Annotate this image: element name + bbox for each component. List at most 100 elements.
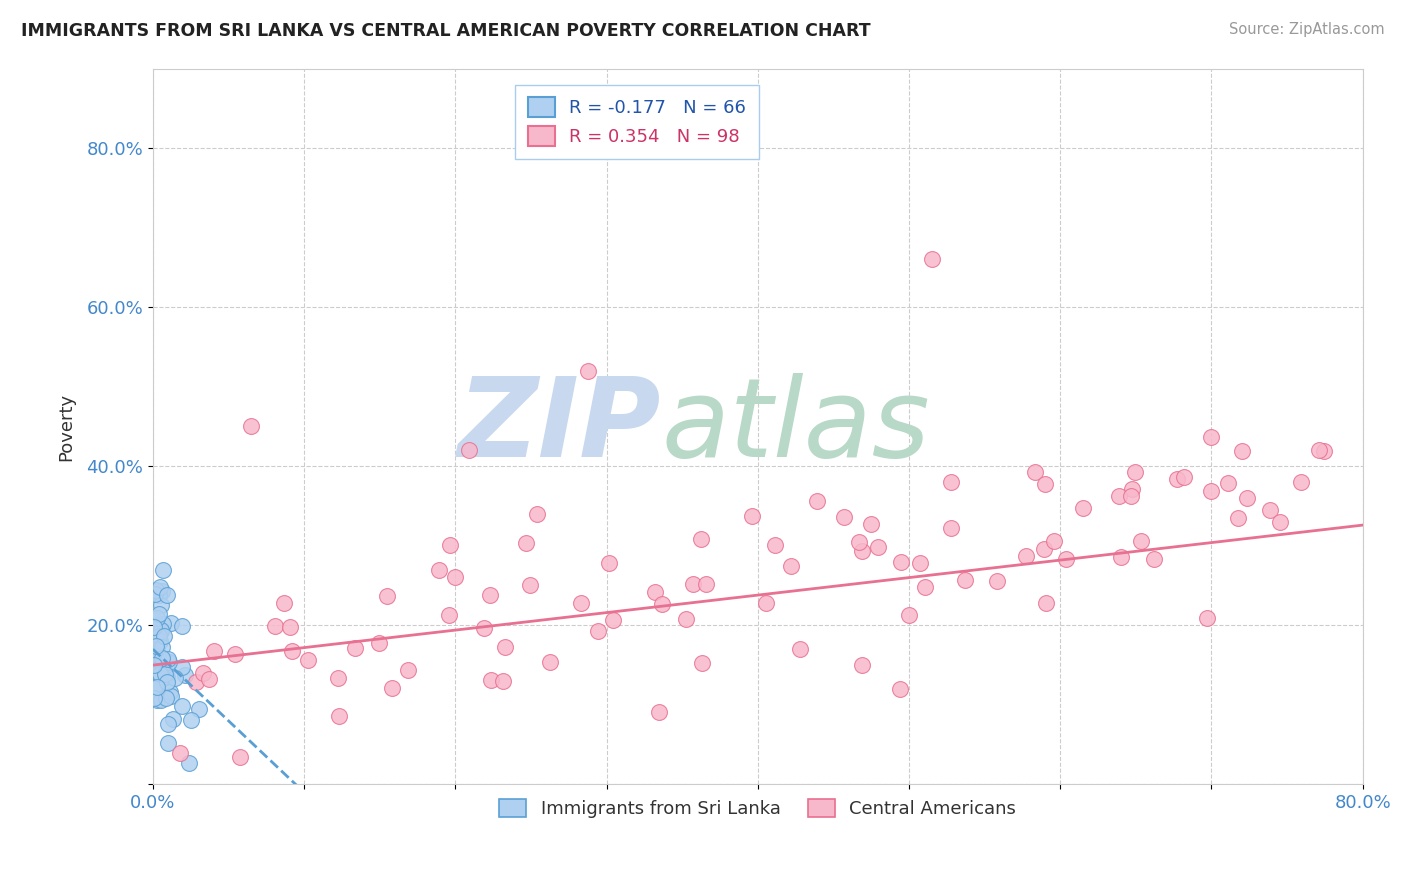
Point bbox=[1054, 551, 1077, 566]
Point bbox=[150, 659, 173, 673]
Point bbox=[890, 555, 912, 569]
Point bbox=[1024, 465, 1046, 479]
Point bbox=[155, 669, 177, 683]
Point bbox=[170, 660, 193, 674]
Point bbox=[538, 655, 561, 669]
Point bbox=[598, 556, 620, 570]
Point bbox=[576, 364, 599, 378]
Point bbox=[153, 667, 176, 681]
Point bbox=[160, 615, 183, 630]
Point bbox=[690, 656, 713, 670]
Point bbox=[889, 682, 911, 697]
Point bbox=[1015, 549, 1038, 563]
Point bbox=[695, 577, 717, 591]
Point bbox=[375, 589, 398, 603]
Point bbox=[145, 583, 167, 598]
Point bbox=[472, 620, 495, 634]
Point bbox=[143, 654, 166, 668]
Point bbox=[148, 588, 170, 602]
Point bbox=[150, 692, 173, 706]
Point bbox=[1143, 552, 1166, 566]
Point bbox=[427, 563, 450, 577]
Point bbox=[143, 691, 166, 706]
Point bbox=[479, 673, 502, 688]
Point bbox=[439, 607, 461, 622]
Point bbox=[343, 641, 366, 656]
Point bbox=[1035, 477, 1057, 491]
Point bbox=[866, 541, 889, 555]
Point bbox=[526, 507, 548, 521]
Text: Source: ZipAtlas.com: Source: ZipAtlas.com bbox=[1229, 22, 1385, 37]
Point bbox=[651, 597, 673, 611]
Point bbox=[146, 641, 169, 656]
Point bbox=[149, 624, 172, 638]
Point bbox=[148, 648, 170, 662]
Point bbox=[157, 717, 180, 731]
Point bbox=[1043, 534, 1066, 549]
Point bbox=[148, 581, 170, 595]
Point bbox=[163, 671, 186, 685]
Text: ZIP: ZIP bbox=[457, 373, 661, 480]
Point bbox=[179, 756, 201, 771]
Point bbox=[1258, 502, 1281, 516]
Point bbox=[152, 616, 174, 631]
Point bbox=[851, 543, 873, 558]
Point bbox=[955, 573, 977, 587]
Point bbox=[150, 584, 173, 599]
Legend: Immigrants from Sri Lanka, Central Americans: Immigrants from Sri Lanka, Central Ameri… bbox=[492, 792, 1024, 825]
Point bbox=[1035, 595, 1057, 609]
Point bbox=[586, 624, 609, 639]
Point bbox=[148, 607, 170, 621]
Point bbox=[1121, 483, 1143, 497]
Point bbox=[162, 712, 184, 726]
Point bbox=[150, 640, 173, 654]
Point bbox=[153, 662, 176, 676]
Point bbox=[297, 652, 319, 666]
Point bbox=[149, 657, 172, 672]
Point bbox=[193, 665, 215, 680]
Point bbox=[1312, 444, 1334, 458]
Point bbox=[145, 692, 167, 706]
Point bbox=[914, 580, 936, 594]
Point bbox=[148, 632, 170, 647]
Point bbox=[1291, 475, 1313, 490]
Point bbox=[143, 613, 166, 627]
Point bbox=[152, 563, 174, 577]
Point bbox=[156, 652, 179, 666]
Point bbox=[229, 750, 252, 764]
Point bbox=[458, 443, 481, 458]
Point bbox=[146, 665, 169, 680]
Point bbox=[145, 584, 167, 599]
Point bbox=[515, 536, 537, 550]
Point bbox=[240, 419, 263, 434]
Point bbox=[145, 618, 167, 632]
Point bbox=[146, 611, 169, 625]
Point bbox=[273, 596, 295, 610]
Point bbox=[789, 642, 811, 657]
Point bbox=[832, 509, 855, 524]
Point bbox=[150, 624, 173, 638]
Point bbox=[806, 494, 828, 508]
Y-axis label: Poverty: Poverty bbox=[58, 392, 75, 460]
Point bbox=[859, 517, 882, 532]
Point bbox=[1129, 533, 1152, 548]
Point bbox=[741, 509, 763, 524]
Point bbox=[184, 675, 207, 690]
Point bbox=[1071, 501, 1094, 516]
Point bbox=[146, 680, 169, 694]
Point bbox=[492, 673, 515, 688]
Point bbox=[1199, 430, 1222, 444]
Point bbox=[1111, 549, 1133, 564]
Point bbox=[851, 657, 873, 672]
Point bbox=[1270, 515, 1292, 529]
Point bbox=[1199, 484, 1222, 499]
Point bbox=[569, 597, 592, 611]
Point bbox=[519, 578, 541, 592]
Point bbox=[647, 706, 669, 720]
Point bbox=[602, 613, 624, 627]
Point bbox=[149, 599, 172, 613]
Point bbox=[1232, 443, 1254, 458]
Point bbox=[644, 585, 666, 599]
Point bbox=[494, 640, 516, 654]
Point bbox=[439, 538, 461, 552]
